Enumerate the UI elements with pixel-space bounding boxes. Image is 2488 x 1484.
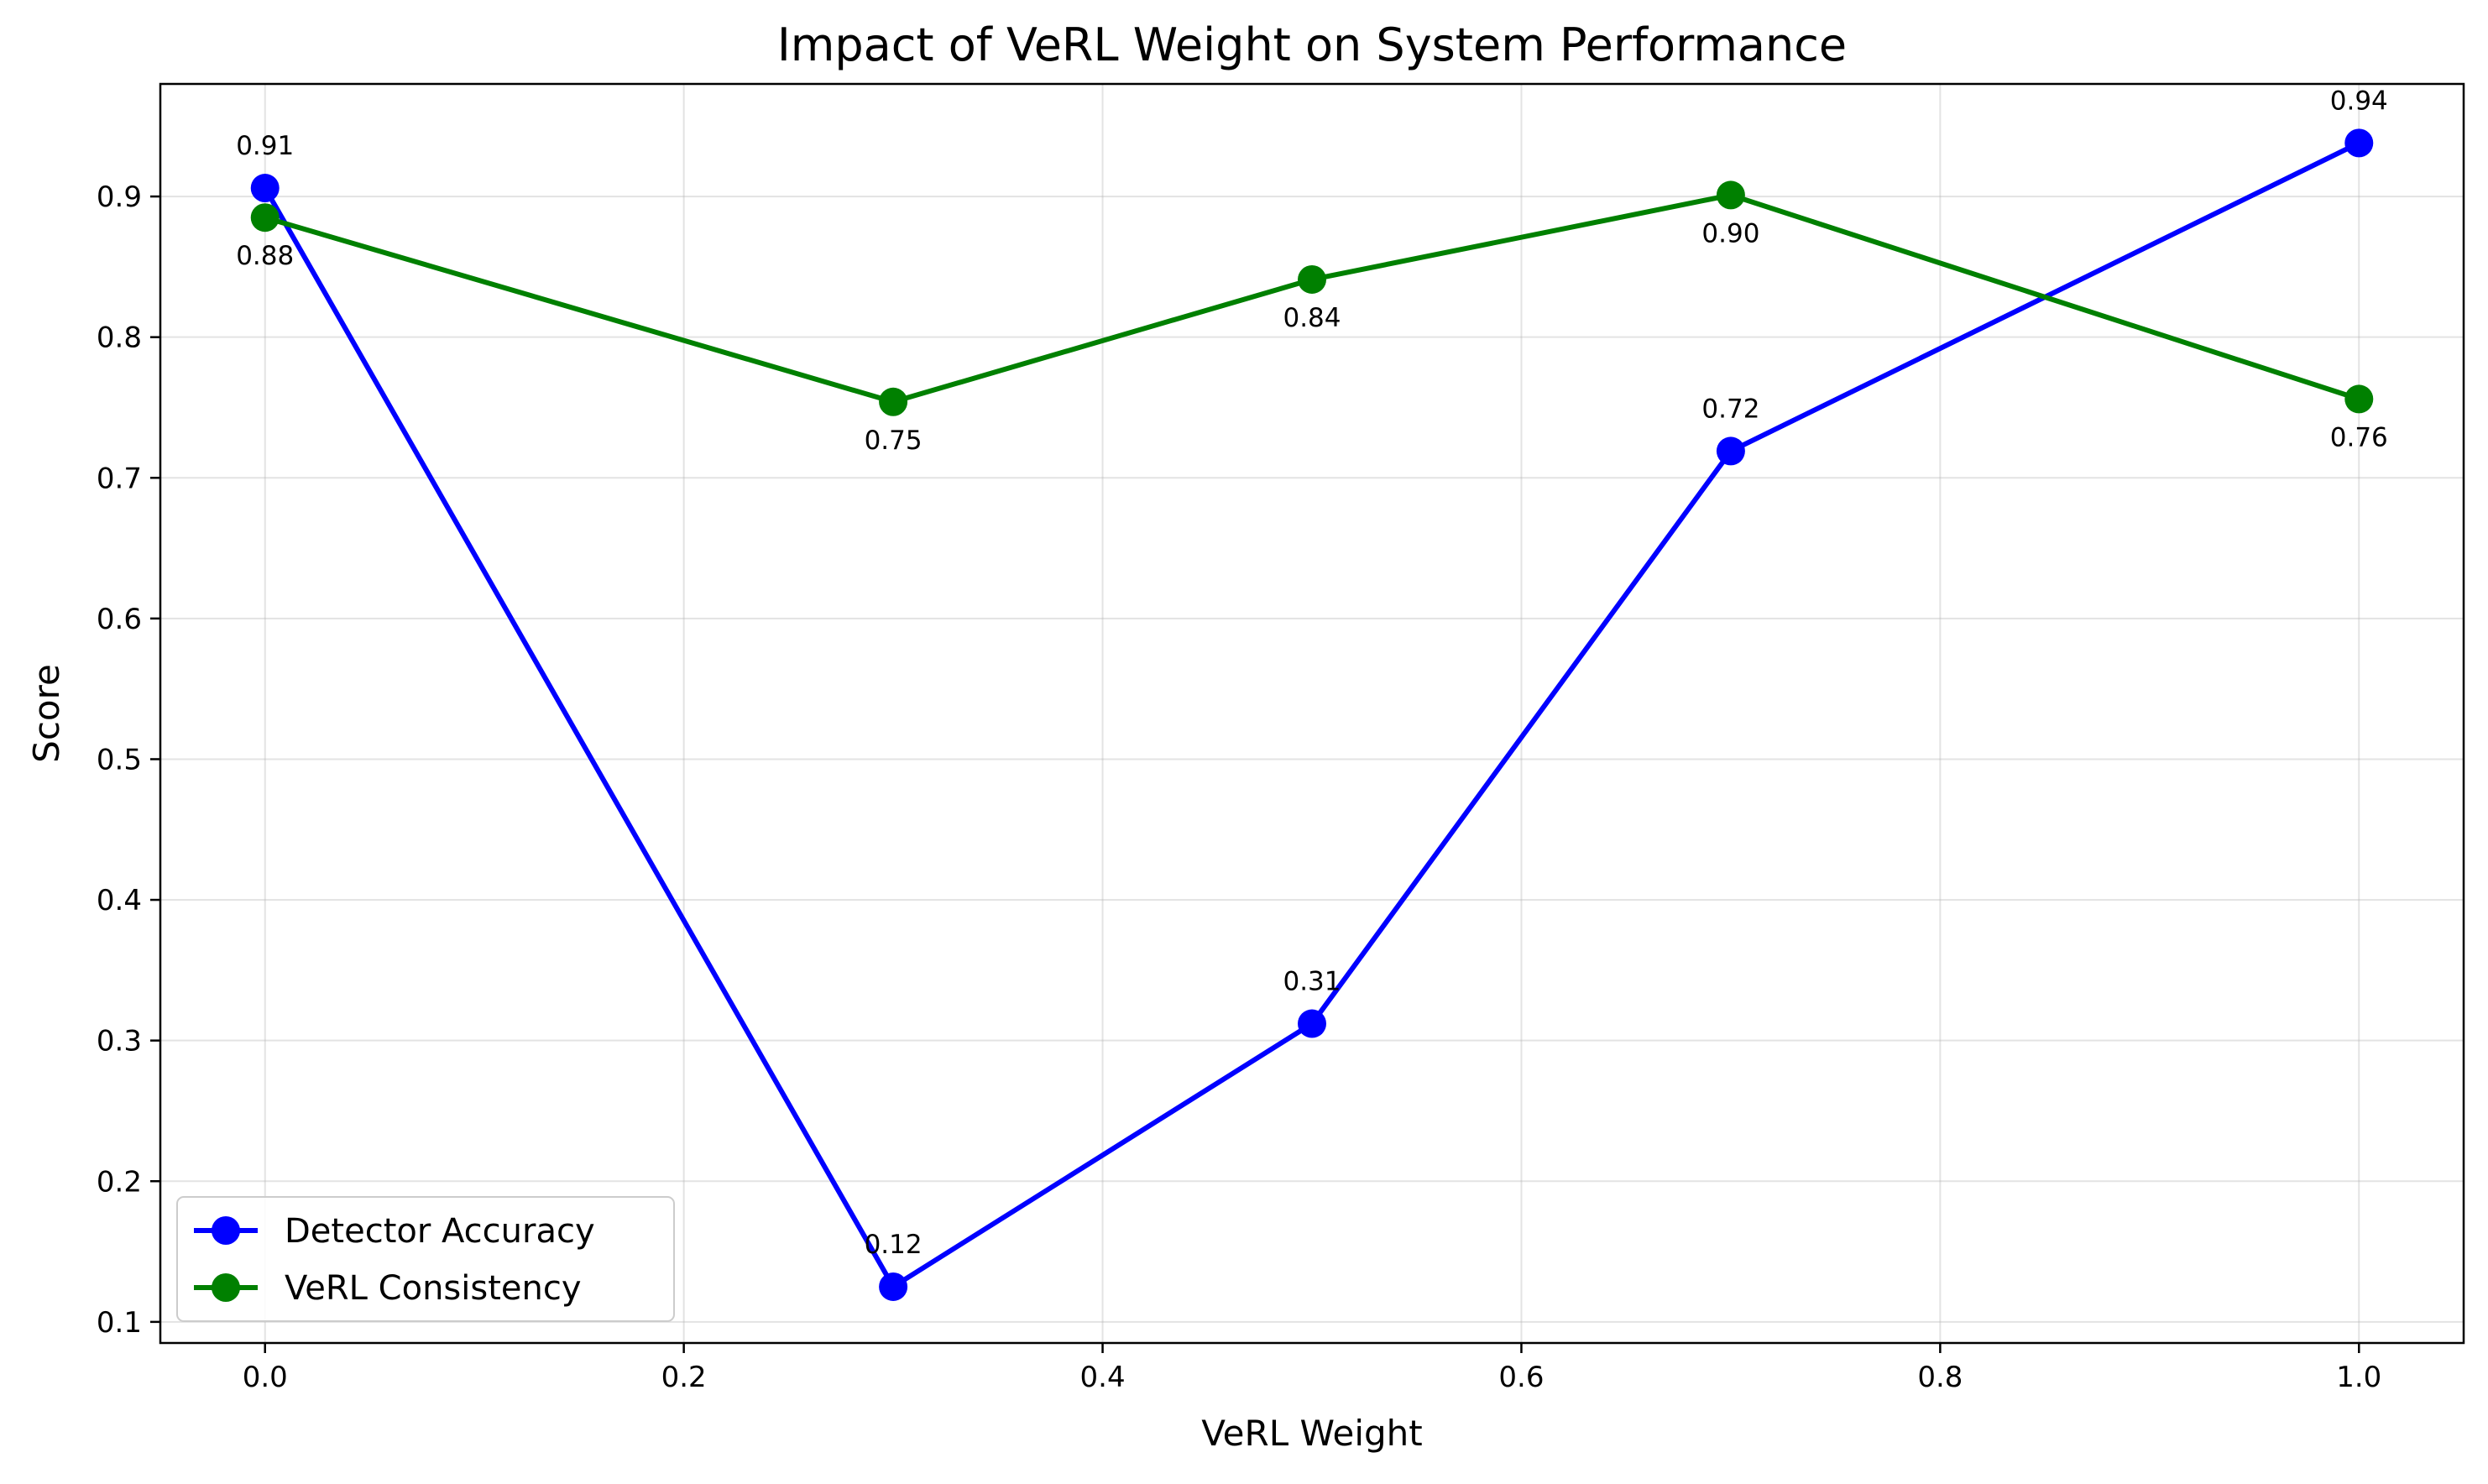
- legend-label-verl-consistency: VeRL Consistency: [285, 1269, 582, 1308]
- data-point-detector-accuracy: [879, 1272, 908, 1301]
- data-label-verl-consistency: 0.75: [865, 426, 923, 456]
- x-tick-label: 1.0: [2336, 1361, 2381, 1394]
- data-point-verl-consistency: [879, 387, 908, 416]
- data-point-verl-consistency: [2344, 384, 2374, 414]
- y-tick-label: 0.3: [97, 1025, 142, 1058]
- data-point-verl-consistency: [1716, 180, 1745, 210]
- data-point-verl-consistency: [250, 203, 280, 233]
- axis-ticks: 0.0 0.2 0.4 0.6 0.8 1.0 0.1 0.2 0.3 0.4 0.5 0.6 0.7 0…: [97, 180, 2381, 1394]
- x-tick-label: 0.8: [1917, 1361, 1963, 1394]
- data-label-detector-accuracy: 0.72: [1701, 394, 1759, 424]
- data-point-detector-accuracy: [2344, 128, 2374, 158]
- y-tick-label: 0.6: [97, 603, 142, 636]
- legend-label-detector-accuracy: Detector Accuracy: [285, 1212, 595, 1251]
- legend-marker-detector-accuracy: [212, 1216, 240, 1245]
- chart-title: Impact of VeRL Weight on System Performa…: [777, 18, 1847, 71]
- x-tick-label: 0.0: [243, 1361, 288, 1394]
- data-point-detector-accuracy: [1716, 436, 1745, 466]
- plot-area-frame: [159, 82, 2465, 1345]
- y-tick-label: 0.9: [97, 180, 142, 214]
- data-label-verl-consistency: 0.90: [1701, 218, 1759, 248]
- y-tick-label: 0.5: [97, 743, 142, 776]
- y-axis-label: Score: [26, 664, 67, 763]
- x-tick-label: 0.2: [661, 1361, 707, 1394]
- x-axis-label: VeRL Weight: [1201, 1413, 1423, 1454]
- data-label-verl-consistency: 0.76: [2330, 422, 2388, 452]
- series-layer: [250, 128, 2374, 1301]
- y-tick-label: 0.1: [97, 1306, 142, 1340]
- data-point-detector-accuracy: [250, 174, 280, 203]
- y-tick-label: 0.2: [97, 1165, 142, 1199]
- data-label-verl-consistency: 0.88: [236, 241, 294, 271]
- legend: Detector Accuracy VeRL Consistency: [176, 1196, 675, 1322]
- y-tick-label: 0.4: [97, 884, 142, 917]
- data-point-verl-consistency: [1298, 264, 1326, 294]
- data-point-detector-accuracy: [1298, 1009, 1326, 1038]
- x-tick-label: 0.6: [1498, 1361, 1544, 1394]
- legend-box: [176, 1196, 675, 1322]
- data-label-detector-accuracy: 0.31: [1283, 967, 1341, 997]
- data-label-detector-accuracy: 0.12: [865, 1230, 923, 1260]
- data-labels: 0.91 0.12 0.31 0.72 0.94 0.88 0.75 0.84 0.90 0.76: [236, 86, 2388, 1260]
- grid-lines: [160, 84, 2464, 1343]
- y-tick-label: 0.7: [97, 462, 142, 495]
- legend-marker-verl-consistency: [212, 1273, 240, 1302]
- data-label-detector-accuracy: 0.91: [236, 131, 294, 161]
- data-label-detector-accuracy: 0.94: [2330, 86, 2388, 116]
- data-label-verl-consistency: 0.84: [1283, 303, 1341, 333]
- y-tick-label: 0.8: [97, 321, 142, 355]
- x-tick-label: 0.4: [1080, 1361, 1126, 1394]
